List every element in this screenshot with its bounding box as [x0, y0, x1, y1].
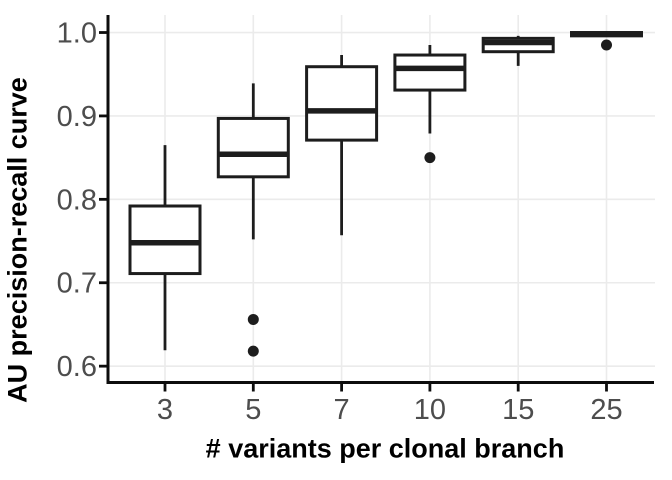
x-tick-label: 3	[157, 394, 173, 426]
y-axis-title: AU precision-recall curve	[2, 77, 33, 403]
box-rect	[305, 65, 379, 142]
outlier-point	[247, 345, 259, 357]
box-rect	[393, 53, 467, 92]
x-axis-title: # variants per clonal branch	[205, 433, 565, 464]
outlier-point	[247, 313, 259, 325]
box-rect	[216, 116, 290, 179]
y-tick-label: 0.6	[57, 351, 97, 383]
x-tick-label: 5	[245, 394, 261, 426]
box-rect	[128, 204, 202, 276]
outlier-point	[601, 39, 612, 51]
outlier-point	[424, 152, 436, 164]
x-tick-label: 25	[590, 394, 622, 426]
y-tick-label: 0.8	[57, 184, 97, 216]
y-tick-label: 0.7	[57, 268, 97, 300]
x-tick-label: 15	[502, 394, 534, 426]
x-tick-label: 10	[414, 394, 446, 426]
x-tick-label: 7	[334, 394, 350, 426]
y-tick-label: 1.0	[57, 18, 97, 50]
panel-background	[109, 15, 655, 382]
y-tick-label: 0.9	[57, 101, 97, 133]
